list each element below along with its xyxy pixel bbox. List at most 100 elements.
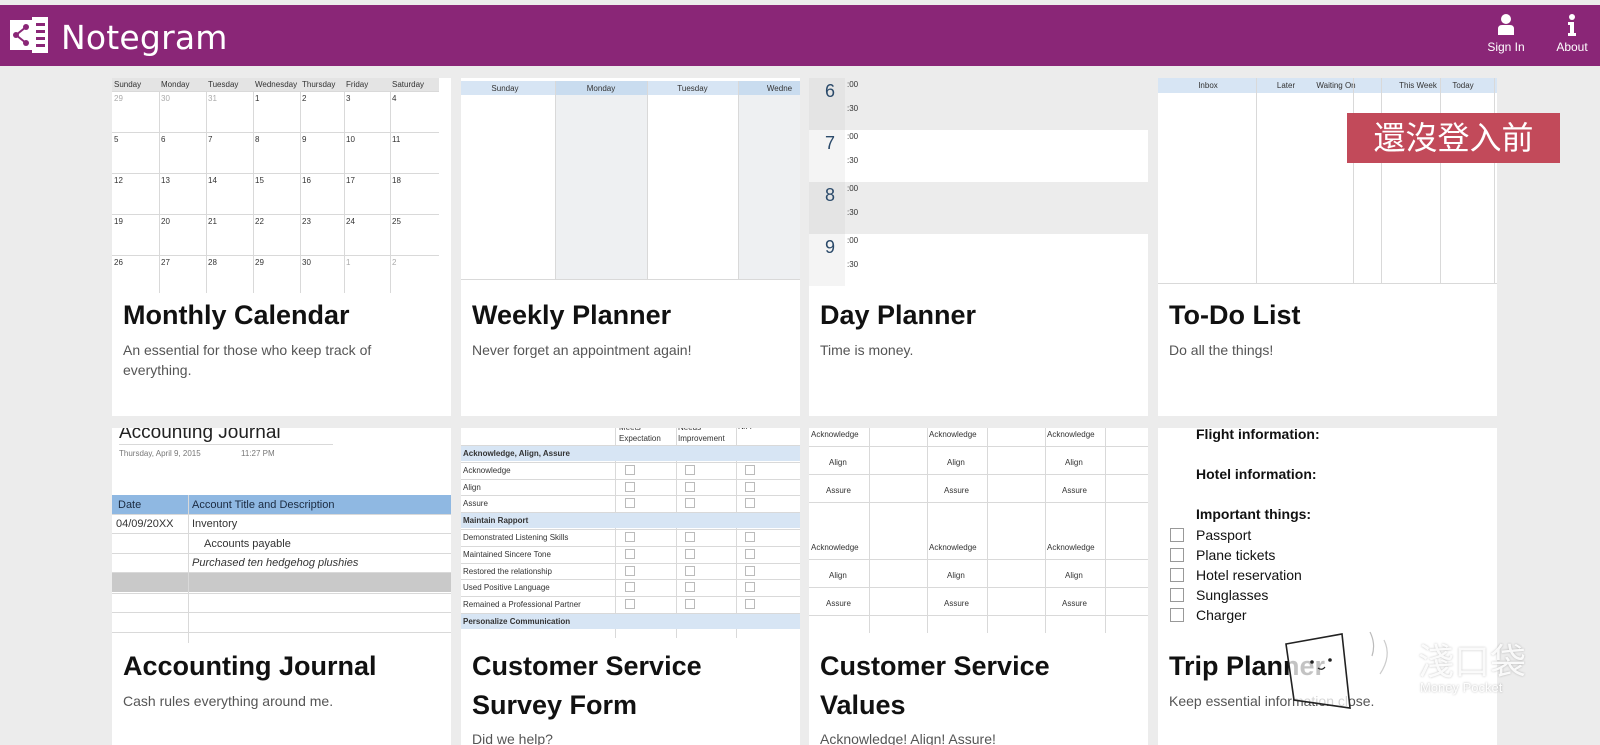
calendar-date: 17 — [346, 176, 355, 185]
wednesday-column — [738, 81, 800, 279]
service-values-thumbnail: Acknowledge Acknowledge Acknowledge Align Al… — [809, 428, 1148, 643]
template-card-accounting-journal[interactable]: Accounting Journal Thursday, April 9, 201… — [112, 428, 451, 745]
grid-line — [112, 91, 439, 92]
minute-label: :00 — [847, 80, 859, 89]
checkbox — [745, 565, 755, 576]
survey-row-label: Acknowledge, Align, Assure — [463, 449, 570, 458]
template-card-trip-planner[interactable]: Flight information: Hotel information: Imp… — [1158, 428, 1497, 745]
calendar-date: 26 — [114, 258, 123, 267]
value-label: Align — [829, 571, 847, 580]
mascot-icon — [1285, 631, 1388, 709]
grid-line — [461, 445, 800, 446]
monday-column — [555, 81, 647, 279]
calendar-date: 15 — [255, 176, 264, 185]
checkbox — [1170, 608, 1184, 622]
grid-line — [206, 91, 207, 293]
survey-row-label: Remained a Professional Partner — [463, 600, 581, 610]
todo-column-label: Waiting On — [1316, 81, 1356, 90]
card-description: Acknowledge! Align! Assure! — [820, 731, 996, 745]
person-icon — [1498, 14, 1514, 35]
hour-label: 9 — [825, 237, 836, 257]
calendar-date: 28 — [208, 258, 217, 267]
day-planner-thumbnail: 6:00:30 7:00:30 8:00:30 9:00:30 — [809, 78, 1148, 293]
about-button[interactable]: About — [1542, 13, 1600, 63]
value-label: Acknowledge — [1047, 543, 1095, 552]
value-label: Assure — [1062, 599, 1087, 608]
checkbox — [685, 548, 695, 559]
checkbox — [685, 532, 695, 542]
calendar-date: 11 — [392, 135, 401, 144]
sign-in-button[interactable]: Sign In — [1476, 13, 1536, 63]
grid-line — [1045, 428, 1046, 633]
grid-line — [736, 428, 737, 638]
template-card-customer-service-survey-form[interactable]: Meets Expectation Needs Improvement N/A Ack… — [461, 428, 800, 745]
top-bar: Notegram Sign In About — [0, 5, 1600, 66]
value-label: Align — [947, 458, 965, 467]
grid-line — [809, 446, 1148, 447]
grid-line — [809, 559, 1148, 560]
grid-line — [461, 495, 800, 497]
journal-title: Accounting Journal — [119, 428, 281, 443]
weekday-label: Tuesday — [208, 80, 239, 89]
entry-date: 04/09/20XX — [116, 518, 174, 530]
checkbox — [745, 599, 755, 610]
card-description: Never forget an appointment again! — [472, 342, 692, 358]
grid-line — [809, 615, 1148, 616]
info-icon — [1568, 14, 1576, 36]
grid-line — [188, 495, 189, 643]
value-label: Assure — [944, 599, 969, 608]
value-label: Align — [1065, 571, 1083, 580]
survey-row-label: Used Positive Language — [463, 583, 550, 593]
calendar-date: 8 — [255, 135, 260, 144]
grid-line — [461, 596, 800, 598]
checkbox — [745, 464, 755, 475]
survey-row-label: Acknowledge — [463, 465, 511, 475]
checkbox — [625, 565, 635, 576]
survey-row-label: Align — [463, 482, 481, 492]
checkbox — [1170, 568, 1184, 582]
value-label: Align — [1065, 458, 1083, 467]
hour-band — [809, 78, 1148, 130]
card-title: Weekly Planner — [472, 300, 672, 330]
checkbox — [685, 481, 695, 492]
calendar-date: 4 — [392, 94, 397, 103]
grid-line — [1105, 428, 1106, 633]
value-label: Acknowledge — [929, 543, 977, 552]
grid-line — [1440, 78, 1441, 284]
hour-label: 6 — [825, 81, 836, 101]
grid-line — [461, 529, 800, 530]
grid-line — [461, 579, 800, 581]
weekday-label: Tuesday — [677, 84, 708, 93]
sign-in-label: Sign In — [1487, 40, 1525, 54]
column-header: Account Title and Description — [192, 499, 335, 511]
grid-line — [1353, 78, 1354, 284]
template-card-weekly-planner[interactable]: Sunday Monday Tuesday Wedne Weekly Planner … — [461, 78, 800, 416]
minute-label: :00 — [847, 236, 859, 245]
hour-gutter — [809, 130, 845, 182]
grid-line — [809, 587, 1148, 588]
shaded-row — [112, 573, 451, 592]
accounting-journal-thumbnail: Accounting Journal Thursday, April 9, 201… — [112, 428, 451, 643]
weekly-planner-thumbnail: Sunday Monday Tuesday Wedne — [461, 78, 800, 293]
card-description: An essential for those who keep track of… — [123, 342, 372, 378]
checkbox — [625, 599, 635, 610]
column-header: N/A — [738, 428, 751, 431]
calendar-date: 21 — [208, 217, 217, 226]
weekday-label: Saturday — [392, 80, 425, 89]
column-header: Needs Improvement — [678, 428, 725, 443]
grid-line — [344, 91, 345, 293]
monthly-calendar-thumbnail: Sunday Monday Tuesday Wednesday Thursday Frid… — [112, 78, 451, 293]
grid-line — [112, 533, 451, 534]
survey-row-label: Maintained Sincere Tone — [463, 549, 551, 559]
card-description: Time is money. — [820, 342, 914, 358]
template-card-customer-service-values[interactable]: Acknowledge Acknowledge Acknowledge Align Al… — [809, 428, 1148, 745]
template-card-day-planner[interactable]: 6:00:30 7:00:30 8:00:30 9:00:30 Day Planner… — [809, 78, 1148, 416]
grid-line — [461, 461, 800, 463]
template-card-monthly-calendar[interactable]: Sunday Monday Tuesday Wednesday Thursday Frid… — [112, 78, 451, 416]
checkbox — [685, 565, 695, 576]
card-title: Customer Service Survey Form — [472, 651, 702, 720]
checkbox — [685, 582, 695, 593]
watermark-subtext: Money Pocket — [1420, 680, 1503, 695]
checklist-item: Plane tickets — [1196, 547, 1276, 563]
hour-label: 7 — [825, 133, 836, 153]
